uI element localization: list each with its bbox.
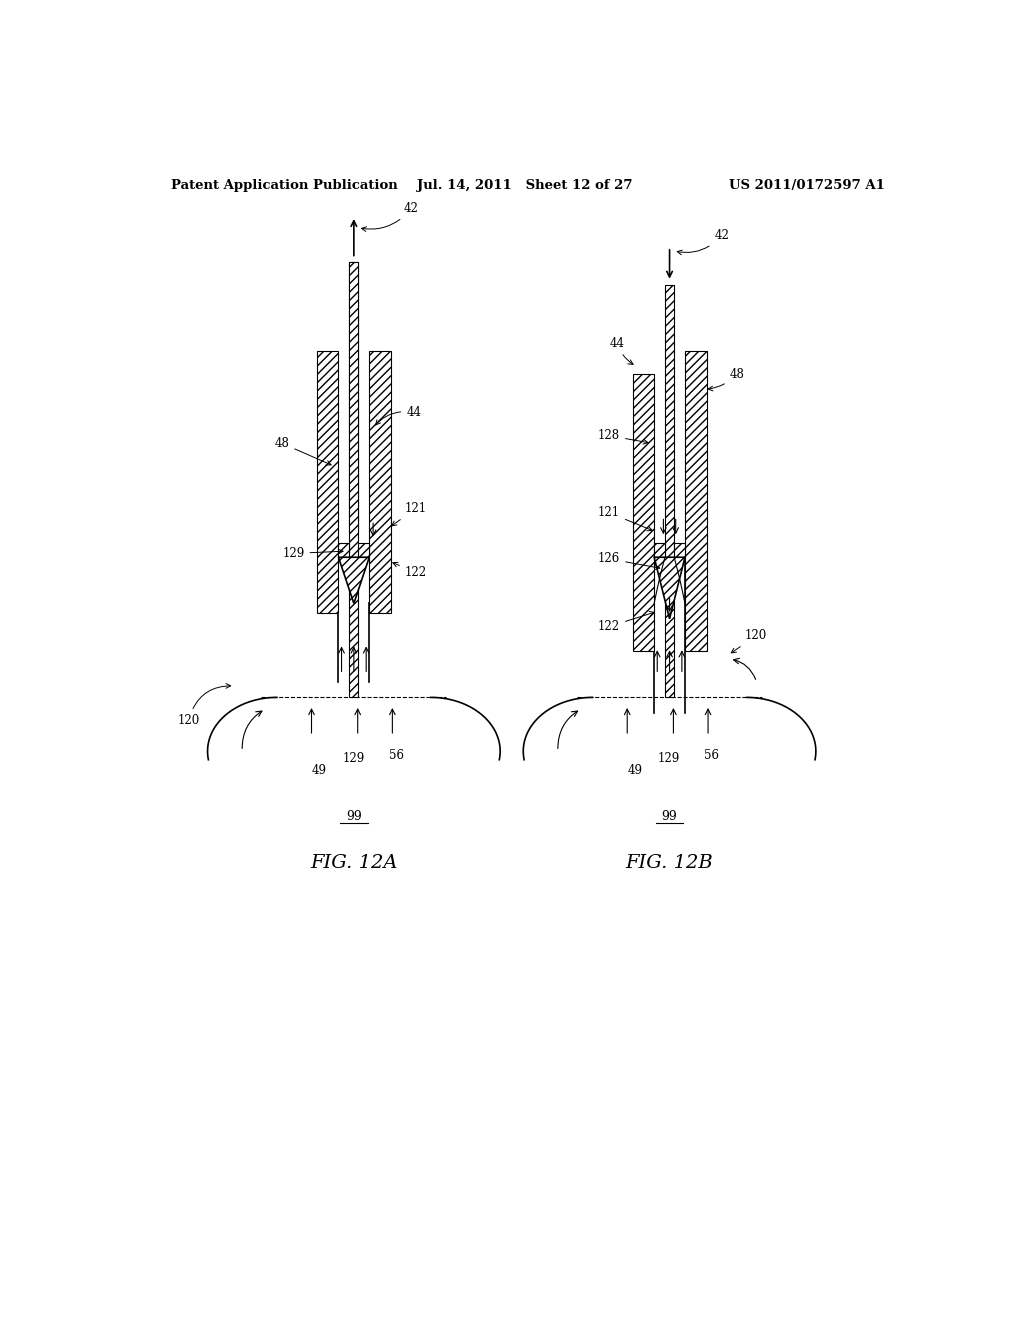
Bar [370,351,391,612]
Bar [665,285,674,697]
Bar [685,351,707,651]
Text: 122: 122 [393,562,427,579]
Text: Jul. 14, 2011   Sheet 12 of 27: Jul. 14, 2011 Sheet 12 of 27 [417,178,633,191]
Polygon shape [654,557,685,619]
Text: 99: 99 [346,810,361,824]
Text: FIG. 12A: FIG. 12A [310,854,397,873]
Text: 48: 48 [274,437,331,465]
Text: 42: 42 [361,202,419,231]
Text: 126: 126 [598,552,659,569]
Bar [674,544,685,557]
Polygon shape [339,557,370,603]
Text: 42: 42 [677,228,729,255]
Text: 129: 129 [342,752,365,766]
Text: US 2011/0172597 A1: US 2011/0172597 A1 [729,178,885,191]
Text: 49: 49 [628,764,642,777]
Text: 99: 99 [662,810,678,824]
Text: 48: 48 [708,367,744,391]
Text: 49: 49 [311,764,327,777]
Bar [358,544,370,557]
Text: 120: 120 [177,684,230,727]
Text: 44: 44 [376,407,421,425]
Bar [349,263,358,697]
Text: 122: 122 [598,611,654,634]
Text: 121: 121 [391,502,427,525]
Text: 120: 120 [731,630,767,653]
Text: 128: 128 [598,429,648,444]
Bar [654,544,665,557]
Bar [633,374,654,651]
Text: 129: 129 [658,752,680,766]
Bar [339,544,349,557]
Text: 56: 56 [705,748,719,762]
Bar [316,351,339,612]
Text: 56: 56 [388,748,403,762]
Text: 129: 129 [283,546,343,560]
Bar [349,263,358,532]
Text: FIG. 12B: FIG. 12B [626,854,714,873]
Text: Patent Application Publication: Patent Application Publication [171,178,397,191]
Text: 121: 121 [598,506,652,531]
Text: 44: 44 [609,337,633,364]
